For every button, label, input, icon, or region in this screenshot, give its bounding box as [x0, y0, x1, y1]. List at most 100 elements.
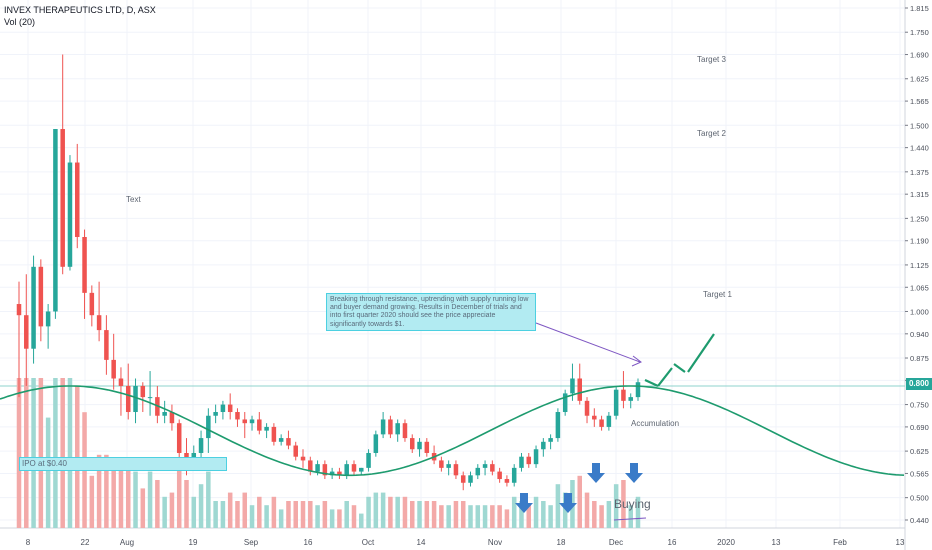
volume-bar: [388, 496, 393, 528]
candle-body: [140, 385, 146, 398]
volume-bar: [380, 492, 386, 528]
candle-body: [373, 434, 379, 453]
accumulation-label[interactable]: Accumulation: [631, 419, 680, 428]
volume-bar: [366, 496, 371, 528]
volume-bar: [329, 509, 335, 528]
candle-body: [271, 426, 277, 442]
volume-bar: [300, 501, 306, 528]
candle-body: [417, 441, 422, 450]
candle-body: [511, 467, 517, 483]
volume-bar: [60, 378, 65, 528]
price-tick-label: 1.440: [910, 144, 929, 153]
volume-indicator-label[interactable]: Vol (20): [4, 17, 36, 27]
volume-bar: [176, 467, 182, 528]
volume-bar: [162, 496, 167, 528]
volume-bar: [439, 505, 444, 528]
target3-label[interactable]: Target 3: [697, 55, 726, 64]
candle-body: [162, 412, 167, 416]
time-tick-label: 14: [417, 538, 426, 547]
candle-body: [439, 460, 444, 468]
candle-body: [497, 471, 502, 480]
volume-bar: [635, 496, 641, 528]
volume-bar: [16, 378, 22, 528]
price-tick-label: 0.500: [910, 494, 929, 503]
buy-arrow-icon: [559, 493, 577, 513]
volume-bar: [140, 488, 146, 528]
buy-arrow-icon: [625, 463, 643, 483]
time-tick-label: Oct: [362, 538, 375, 547]
buying-label[interactable]: Buying: [614, 497, 651, 511]
price-tick-label: 1.375: [910, 168, 929, 177]
candle-body: [300, 456, 306, 461]
volume-bar: [308, 501, 313, 528]
target1-label[interactable]: Target 1: [703, 290, 732, 299]
candle-body: [606, 415, 612, 427]
candle-body: [504, 479, 510, 483]
volume-bar: [118, 467, 124, 528]
candle-body: [213, 412, 218, 416]
candle-body: [315, 464, 320, 472]
volume-bar: [67, 378, 73, 528]
candle-body: [344, 464, 349, 476]
volume-bar: [490, 505, 495, 528]
price-axis: [905, 0, 932, 550]
candle-body: [16, 304, 22, 316]
price-tick-label: 1.750: [910, 28, 929, 37]
target2-label[interactable]: Target 2: [697, 129, 726, 138]
time-tick-label: Sep: [244, 538, 259, 547]
candle-body: [242, 419, 248, 424]
time-tick-label: 2020: [717, 538, 735, 547]
text-label[interactable]: Text: [126, 195, 141, 204]
candle-body: [395, 423, 400, 435]
analysis-note[interactable]: Breaking through resistance, uptrending …: [326, 293, 536, 331]
volume-bar: [584, 492, 590, 528]
ipo-label[interactable]: IPO at $0.40: [19, 457, 227, 471]
volume-bar: [424, 501, 430, 528]
symbol-title[interactable]: INVEX THERAPEUTICS LTD, D, ASX: [4, 5, 156, 15]
candle-body: [446, 464, 451, 468]
volume-bar: [402, 496, 408, 528]
time-tick-label: 16: [304, 538, 313, 547]
note-pointer-head: [631, 355, 642, 367]
volume-bar: [125, 459, 131, 528]
volume-bar: [96, 454, 102, 528]
price-tick-label: 0.440: [910, 516, 929, 525]
candle-body: [249, 419, 255, 424]
candle-body: [468, 475, 473, 483]
volume-bar: [322, 501, 328, 528]
time-tick-label: 16: [668, 538, 677, 547]
volume-bar: [133, 471, 138, 528]
candle-body: [490, 464, 495, 472]
volume-bar: [278, 509, 284, 528]
candle-body: [519, 456, 524, 468]
buy-arrow-icon: [515, 493, 533, 513]
volume-bar: [264, 505, 269, 528]
time-tick-label: 19: [189, 538, 198, 547]
candle-body: [570, 378, 575, 394]
time-tick-label: Nov: [488, 538, 502, 547]
cycle-wave: [0, 385, 905, 477]
price-tick-label: 0.625: [910, 447, 929, 456]
candle-body: [96, 315, 102, 331]
candle-body: [388, 419, 393, 435]
candle-body: [424, 441, 430, 453]
candle-body: [613, 389, 619, 416]
price-tick-label: 1.250: [910, 214, 929, 223]
note-pointer: [535, 322, 641, 363]
candle-body: [322, 464, 328, 476]
time-tick-label: 18: [557, 538, 566, 547]
volume-bar: [606, 501, 612, 528]
candle-body: [621, 389, 626, 401]
volume-bar: [155, 480, 160, 528]
volume-bar: [409, 501, 415, 528]
candle-body: [111, 359, 116, 379]
volume-bar: [213, 501, 218, 528]
candle-body: [293, 445, 298, 457]
candle-body: [548, 438, 553, 442]
price-tick-label: 1.315: [910, 190, 929, 199]
time-tick-label: 22: [81, 538, 90, 547]
volume-bar: [235, 501, 240, 528]
time-tick-label: 13: [896, 538, 905, 547]
price-tick-label: 1.625: [910, 75, 929, 84]
